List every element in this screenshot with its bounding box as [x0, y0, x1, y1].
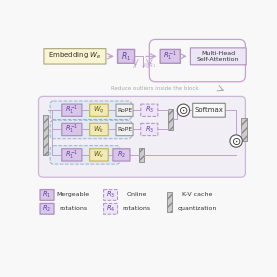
Text: Multi-Head: Multi-Head: [201, 51, 235, 56]
FancyBboxPatch shape: [193, 103, 225, 117]
Text: Reduce outliers inside the block: Reduce outliers inside the block: [111, 86, 199, 91]
Text: RoPE: RoPE: [117, 108, 132, 113]
Text: rotations: rotations: [123, 206, 151, 211]
FancyBboxPatch shape: [104, 203, 117, 214]
FancyBboxPatch shape: [62, 123, 82, 136]
Text: $R_1^{-1}$: $R_1^{-1}$: [163, 50, 177, 63]
Text: quantization: quantization: [178, 206, 217, 211]
FancyBboxPatch shape: [90, 104, 108, 116]
FancyBboxPatch shape: [141, 123, 158, 136]
Text: Online: Online: [127, 193, 147, 198]
Text: Mergeable: Mergeable: [57, 193, 90, 198]
Text: $R_1$: $R_1$: [121, 50, 131, 63]
Text: $W_v$: $W_v$: [93, 150, 105, 160]
Text: $W_q$: $W_q$: [93, 104, 105, 116]
FancyBboxPatch shape: [113, 149, 130, 161]
FancyBboxPatch shape: [190, 48, 246, 65]
FancyBboxPatch shape: [40, 203, 54, 214]
Text: $R_3$: $R_3$: [106, 190, 115, 200]
Text: $R_3$: $R_3$: [145, 105, 154, 115]
Circle shape: [230, 135, 242, 147]
FancyBboxPatch shape: [44, 49, 106, 64]
FancyBboxPatch shape: [62, 104, 82, 116]
FancyBboxPatch shape: [117, 49, 135, 63]
Text: $R_1^{-1}$: $R_1^{-1}$: [65, 104, 79, 117]
FancyBboxPatch shape: [50, 120, 132, 139]
Text: Embedding $W_e$: Embedding $W_e$: [48, 51, 102, 61]
FancyBboxPatch shape: [62, 149, 82, 161]
Text: $R_1^{-1}$: $R_1^{-1}$: [65, 148, 79, 161]
Text: $X\!@\!R_1$: $X\!@\!R_1$: [141, 61, 157, 70]
Text: $R_1^{-1}$: $R_1^{-1}$: [65, 123, 79, 136]
Circle shape: [177, 104, 190, 116]
Text: $W_k$: $W_k$: [93, 124, 105, 135]
Text: K-V cache: K-V cache: [182, 193, 212, 198]
Text: $R_4$: $R_4$: [106, 204, 115, 214]
FancyBboxPatch shape: [39, 96, 245, 177]
Text: RoPE: RoPE: [117, 127, 132, 132]
FancyBboxPatch shape: [104, 189, 117, 200]
Text: $R_2$: $R_2$: [117, 150, 126, 160]
FancyBboxPatch shape: [160, 49, 180, 63]
Text: $X$: $X$: [132, 61, 138, 70]
Bar: [241, 118, 247, 141]
Bar: [168, 109, 173, 130]
Text: rotations: rotations: [59, 206, 88, 211]
Text: $\odot$: $\odot$: [231, 135, 241, 147]
FancyBboxPatch shape: [116, 123, 133, 136]
FancyBboxPatch shape: [40, 189, 54, 200]
Text: $R_2$: $R_2$: [42, 204, 52, 214]
FancyBboxPatch shape: [90, 149, 108, 161]
FancyBboxPatch shape: [116, 104, 133, 116]
Bar: [139, 148, 144, 162]
Text: Softmax: Softmax: [194, 107, 224, 113]
Text: Self-Attention: Self-Attention: [197, 57, 240, 62]
FancyBboxPatch shape: [50, 146, 120, 164]
Text: $R_1$: $R_1$: [42, 190, 52, 200]
Bar: [167, 192, 172, 212]
Text: $\odot$: $\odot$: [178, 105, 189, 116]
Text: $R_3$: $R_3$: [145, 124, 154, 135]
FancyBboxPatch shape: [141, 104, 158, 116]
FancyBboxPatch shape: [90, 123, 108, 136]
Bar: [43, 115, 48, 155]
FancyBboxPatch shape: [50, 101, 132, 119]
